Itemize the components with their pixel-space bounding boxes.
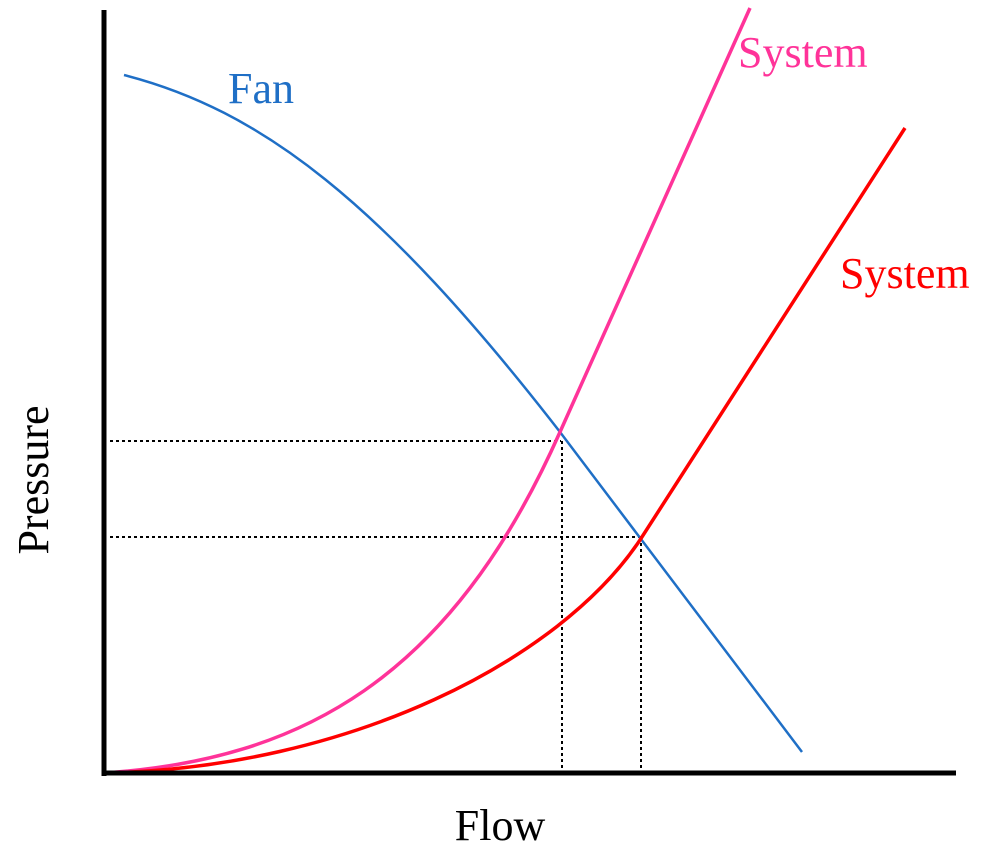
system-curve-1 (103, 7, 752, 775)
y-axis-label: Pressure (9, 405, 58, 554)
system-label: System (840, 249, 970, 298)
system-label: System (738, 28, 868, 77)
x-axis-label: Flow (455, 801, 546, 843)
system-curve-2 (103, 127, 907, 775)
guides (110, 440, 642, 773)
fan-label: Fan (228, 64, 294, 113)
fan-curve (123, 73, 803, 753)
